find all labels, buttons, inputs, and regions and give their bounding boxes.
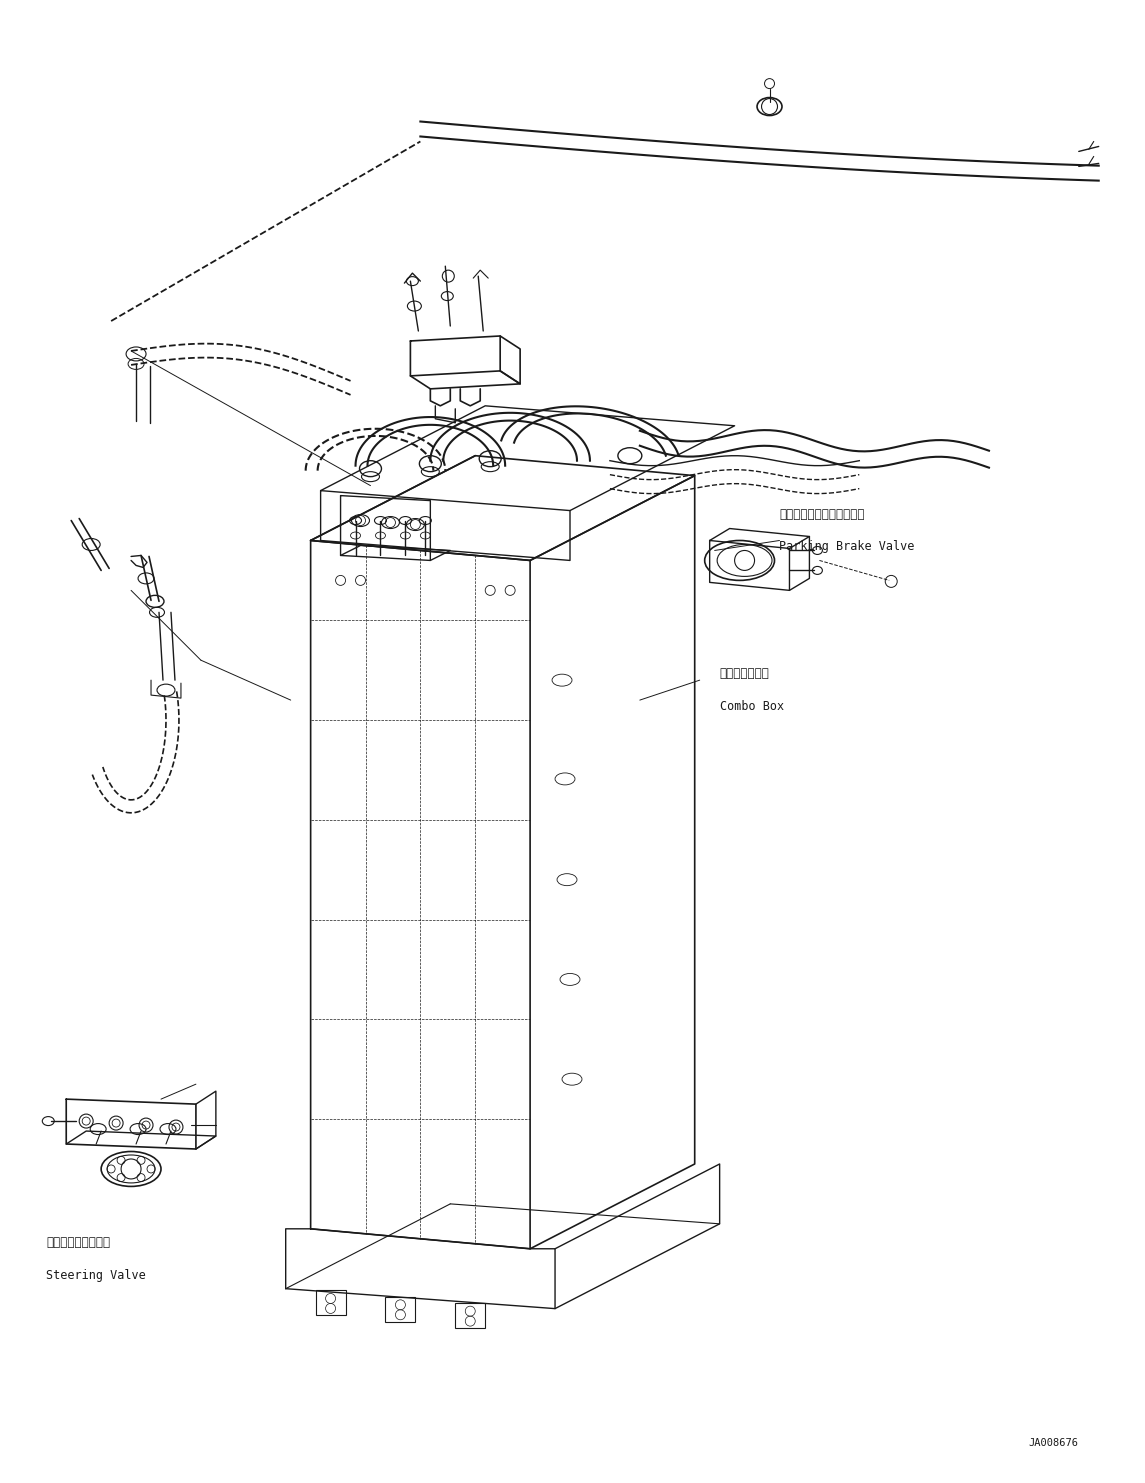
Text: JA008676: JA008676 <box>1028 1439 1079 1449</box>
Bar <box>316 1290 346 1315</box>
Ellipse shape <box>441 292 453 301</box>
Text: Parking Brake Valve: Parking Brake Valve <box>780 540 915 553</box>
Text: コンボボックス: コンボボックス <box>720 667 769 681</box>
Ellipse shape <box>406 277 418 286</box>
Text: ステアリングバルブ: ステアリングバルブ <box>46 1235 110 1249</box>
Bar <box>456 1304 485 1329</box>
Text: Combo Box: Combo Box <box>720 700 784 713</box>
Bar <box>386 1296 416 1321</box>
Text: パーキングブレーキバルブ: パーキングブレーキバルブ <box>780 507 864 521</box>
Text: Steering Valve: Steering Valve <box>46 1269 147 1281</box>
